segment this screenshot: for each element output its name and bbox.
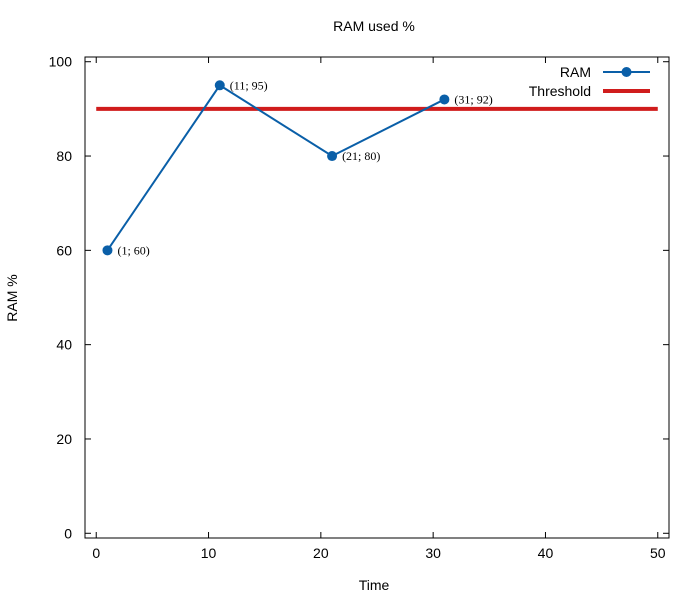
chart-title: RAM used % [333, 18, 415, 34]
y-axis-label: RAM % [4, 274, 20, 321]
x-tick-label: 0 [92, 545, 100, 561]
x-tick-label: 30 [425, 545, 441, 561]
x-tick-label: 20 [313, 545, 329, 561]
y-tick-label: 80 [56, 148, 72, 164]
legend-label-ram: RAM [560, 64, 591, 80]
ram-data-point [439, 94, 450, 105]
y-tick-label: 20 [56, 431, 72, 447]
ram-series-line [106, 83, 445, 251]
x-axis-label: Time [359, 577, 390, 593]
ram-data-point [214, 80, 225, 91]
x-tick-label: 40 [538, 545, 554, 561]
y-tick-label: 0 [64, 525, 72, 541]
y-tick-label: 100 [49, 54, 73, 70]
x-tick-label: 10 [201, 545, 217, 561]
series-layer: (1; 60) (11; 95) (21; 80) (31; 92) [96, 78, 658, 257]
legend-label-threshold: Threshold [529, 83, 591, 99]
plot-frame [84, 56, 670, 539]
ram-point-label: (1; 60) [117, 243, 149, 257]
ram-point-label: (31; 92) [454, 92, 492, 106]
ram-data-point [327, 151, 338, 162]
legend: RAM Threshold [529, 64, 650, 99]
y-tick-label: 40 [56, 337, 72, 353]
y-tick-label: 60 [56, 242, 72, 258]
axis-ticks: 0 10 20 30 40 50 0 20 40 60 80 100 [49, 54, 669, 561]
ram-point-label: (11; 95) [230, 78, 268, 92]
ram-data-point [102, 245, 113, 256]
legend-marker-ram [621, 67, 632, 77]
ram-point-label: (21; 80) [342, 149, 380, 163]
x-tick-label: 50 [650, 545, 666, 561]
